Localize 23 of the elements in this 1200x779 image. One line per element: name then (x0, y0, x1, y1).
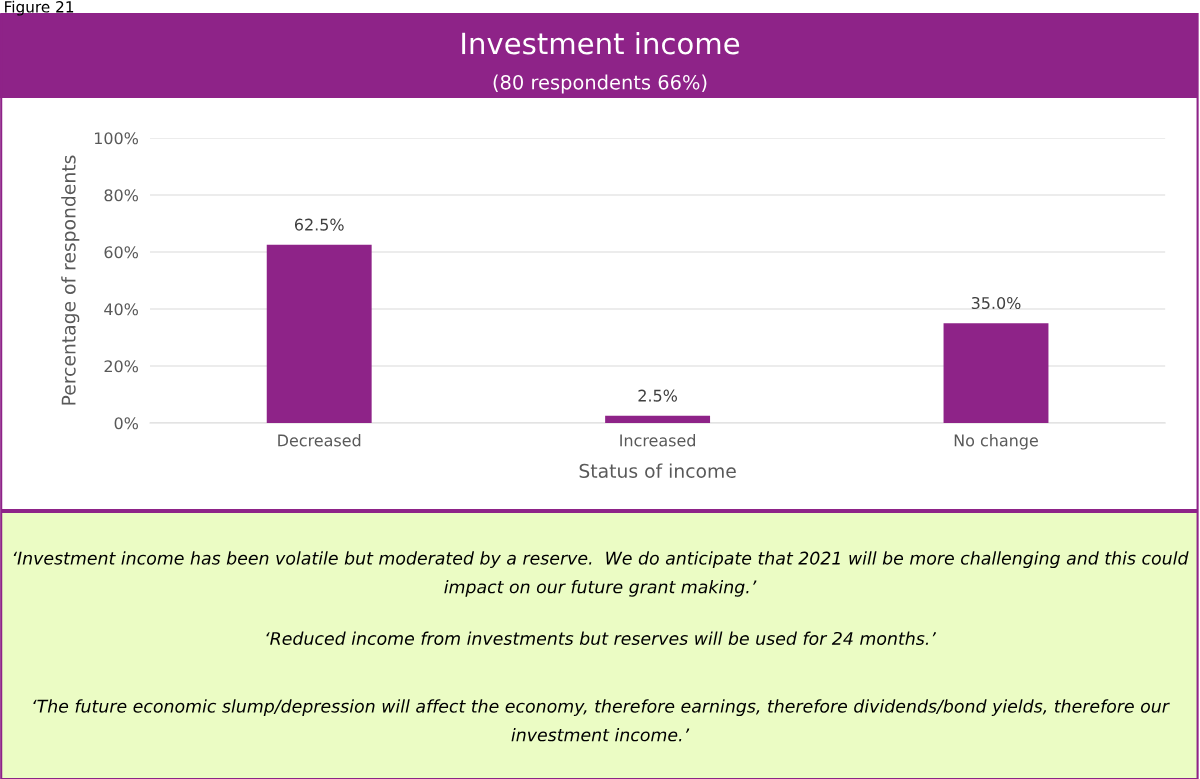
x-tick-label: No change (954, 434, 1038, 450)
data-label: 35.0% (971, 296, 1021, 310)
y-tick-label: 20% (104, 360, 139, 373)
bar (266, 244, 372, 423)
bar (605, 415, 711, 423)
y-tick-label: 80% (104, 189, 139, 202)
y-tick-label: 100% (94, 132, 139, 145)
x-tick-label: Decreased (278, 434, 361, 447)
x-tick-label: Increased (620, 434, 696, 447)
data-label: 2.5% (638, 389, 678, 402)
text: ‘Reduced income from investments but reserves will be used for 24 months.’ (266, 631, 936, 646)
bar (943, 323, 1049, 423)
chart-title: Investment income (462, 31, 740, 55)
caption: Figure 21 (5, 0, 74, 16)
chart-subtitle: (80 respondents 66%) (493, 74, 707, 94)
y-axis-title: Percentage of respondents (61, 155, 80, 405)
text: ‘The future economic slump/depression will affect the economy, therefore earnings, therefore dividends/bond yields, therefore our investment income.’ (33, 699, 1170, 742)
x-axis-title: Status of income (579, 463, 736, 478)
y-tick-label: 40% (104, 303, 139, 316)
y-tick-label: 0% (114, 417, 139, 430)
text: ‘Investment income has been volatile but moderated by a reserve. We do anticipate that 2021 will be more challenging and this could impact on our future grant making.’ (13, 551, 1189, 597)
y-tick-label: 60% (104, 246, 139, 259)
data-label: 62.5% (294, 218, 344, 231)
